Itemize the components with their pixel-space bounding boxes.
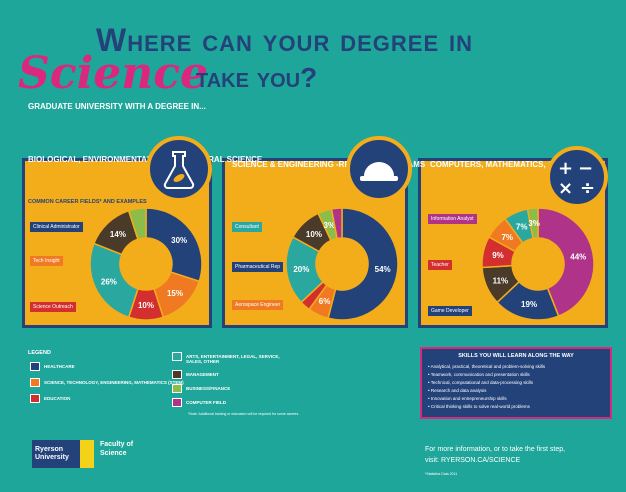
legend-swatch-computer — [172, 398, 182, 407]
chart-1-slice-6 — [330, 207, 343, 240]
chart-1-center — [317, 239, 367, 289]
chart-2-slice-0-label: 44% — [570, 252, 586, 261]
chart-2-center — [513, 239, 563, 289]
legend-label-computer: COMPUTER FIELD — [186, 400, 226, 405]
skill-item: • Technical, computational and data-proc… — [428, 380, 534, 385]
skill-item: • Teamwork, communication and presentati… — [428, 372, 530, 377]
chart-2-slice-6 — [526, 207, 539, 240]
svg-text:+: + — [558, 158, 573, 179]
legend-swatch-business — [172, 384, 182, 393]
chart-0-slice-5 — [127, 207, 147, 241]
chart-1-slice-0 — [327, 207, 399, 321]
skills-title: SKILLS YOU WILL LEARN ALONG THE WAY — [458, 353, 574, 359]
label-consultant: Consultant — [232, 222, 262, 232]
label-information-analyst: Information Analyst — [428, 214, 477, 224]
skill-item: • Critical thinking skills to solve real… — [428, 404, 530, 409]
panel-bio-title: BIOLOGICAL, ENVIRONMENTAL & AGRICULTURAL… — [28, 155, 263, 164]
chart-1-slice-3-label: 20% — [293, 265, 309, 274]
label-science-outreach: Science Outreach — [30, 302, 76, 312]
chart-0-center — [121, 239, 171, 289]
chart-1-slice-4-label: 10% — [306, 230, 322, 239]
chart-2-slice-6-label: 3% — [528, 219, 540, 228]
chart-0-slice-0 — [145, 207, 203, 283]
flask-icon — [146, 136, 212, 202]
chart-0-slice-3 — [89, 242, 139, 319]
footer-source: *Statistics Data 2011 — [425, 472, 458, 476]
chart-2-slice-1-label: 19% — [521, 300, 537, 309]
chart-0-slice-2-label: 10% — [138, 301, 154, 310]
legend-label-stem: SCIENCE, TECHNOLOGY, ENGINEERING, MATHEM… — [44, 380, 184, 385]
hard-hat-icon — [346, 136, 412, 202]
title-science-word: Science — [18, 48, 209, 99]
title-line-1: Where can your degree in — [96, 22, 474, 58]
subtitle: GRADUATE UNIVERSITY WITH A DEGREE IN... — [28, 102, 206, 111]
chart-1-slice-5-label: 3% — [324, 221, 336, 230]
panel-computers-title: COMPUTERS, MATHEMATICS, & STATISTICS — [430, 160, 602, 169]
legend-swatch-education — [30, 394, 40, 403]
legend-title: LEGEND — [28, 350, 51, 356]
panel-bio-note: COMMON CAREER FIELDS* AND EXAMPLES — [28, 199, 147, 205]
skill-item: • Analytical, practical, theoretical and… — [428, 364, 546, 369]
label-teacher: Teacher — [428, 260, 452, 270]
legend-label-arts: ARTS, ENTERTAINMENT, LEGAL, SERVICE, SAL… — [186, 354, 280, 364]
math-symbols-icon: + − × ÷ — [546, 146, 608, 208]
faculty-name: Faculty of Science — [100, 441, 134, 457]
skill-item: • Research and data analysis — [428, 388, 487, 393]
chart-1-slice-1-label: 6% — [319, 297, 331, 306]
legend-swatch-healthcare — [30, 362, 40, 371]
legend-swatch-stem — [30, 378, 40, 387]
chart-2-slice-2-label: 11% — [493, 276, 509, 285]
title-line-2: take you? — [196, 62, 318, 93]
chart-2-slice-3-label: 9% — [492, 251, 504, 260]
label-pharmaceutical-rep: Pharmaceutical Rep — [232, 262, 284, 272]
chart-0-slice-3-label: 26% — [101, 277, 117, 286]
chart-0-slice-4-label: 14% — [110, 230, 126, 239]
footer-link[interactable]: visit: RYERSON.CA/SCIENCE — [425, 457, 521, 464]
skill-item: • Innovation and entrepreneurship skills — [428, 396, 507, 401]
chart-2-slice-5-label: 7% — [516, 222, 528, 231]
chart-0-slice-0-label: 30% — [171, 236, 187, 245]
label-game-developer: Game Developer — [428, 306, 472, 316]
legend-swatch-arts — [172, 352, 182, 361]
svg-text:×: × — [558, 178, 573, 199]
panel-engineering-title: SCIENCE & ENGINEERING -RELATED PROGRAMS — [232, 160, 426, 169]
legend-label-business: BUSINESS/FINANCE — [186, 386, 231, 391]
svg-text:−: − — [578, 158, 593, 179]
training-note: *Note: Additional training or education … — [188, 412, 300, 416]
legend-swatch-management — [172, 370, 182, 379]
ryerson-logo-bar — [80, 440, 94, 468]
legend-label-management: MANAGEMENT — [186, 372, 219, 377]
label-tech-insight: Tech Insight — [30, 256, 63, 266]
chart-1-slice-0-label: 54% — [375, 265, 391, 274]
legend-label-education: EDUCATION — [44, 396, 71, 401]
legend-label-healthcare: HEALTHCARE — [44, 364, 75, 369]
chart-0-slice-1-label: 15% — [167, 289, 183, 298]
footer-info: For more information, or to take the fir… — [425, 446, 566, 453]
chart-2-slice-4-label: 7% — [501, 233, 513, 242]
university-name: Ryerson University — [35, 446, 69, 461]
chart-2-slice-0 — [537, 207, 595, 318]
skills-box: SKILLS YOU WILL LEARN ALONG THE WAY • An… — [420, 347, 612, 419]
label-aerospace-engineer: Aerospace Engineer — [232, 300, 284, 310]
label-clinical-administrator: Clinical Administrator — [30, 222, 83, 232]
svg-text:÷: ÷ — [580, 178, 595, 199]
